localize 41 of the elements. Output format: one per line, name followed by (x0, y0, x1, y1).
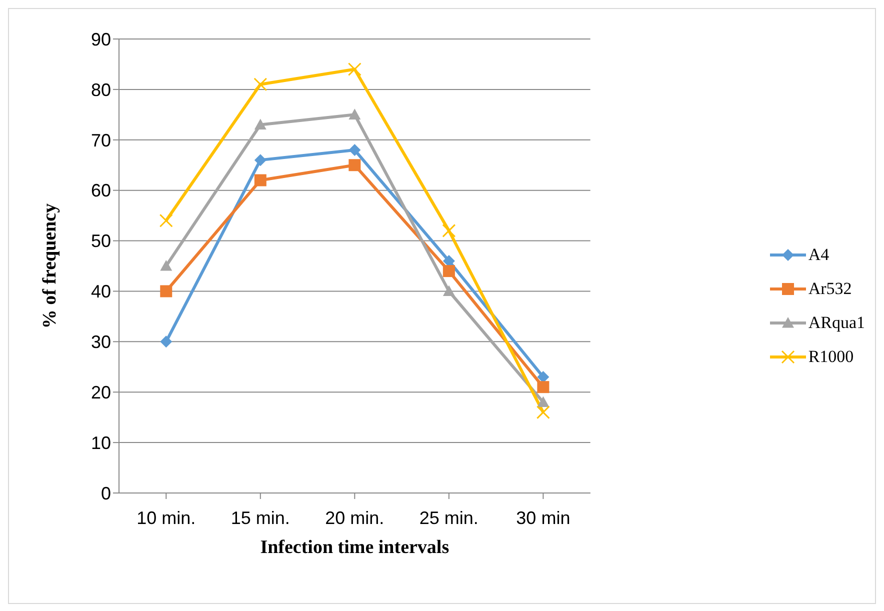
point (159, 214, 173, 228)
y-tick-label: 70 (90, 130, 111, 150)
y-tick-label: 90 (90, 29, 111, 50)
point (537, 396, 550, 407)
point (537, 370, 550, 383)
point (160, 336, 172, 348)
y-tick-label: 0 (100, 483, 111, 504)
point (442, 224, 456, 238)
y-tick-label: 50 (90, 231, 111, 252)
y-tick-label: 80 (90, 80, 111, 100)
point (160, 285, 172, 298)
point (442, 265, 455, 278)
point (254, 78, 268, 92)
x-axis-title: Infection time intervals (260, 537, 450, 558)
y-tick-label: 60 (90, 180, 111, 201)
point (160, 260, 172, 271)
point (348, 62, 362, 76)
legend-label: R1000 (808, 347, 854, 367)
point (254, 154, 266, 166)
y-tick-label: 30 (90, 332, 111, 352)
point (536, 406, 550, 420)
point (442, 254, 455, 267)
x-tick-label: 20 min. (325, 508, 384, 528)
point (348, 159, 361, 172)
x-tick-label: 10 min. (136, 508, 196, 528)
legend-label: A4 (808, 245, 830, 265)
x-tick-label: 15 min. (230, 508, 290, 528)
point (537, 381, 550, 394)
point (254, 118, 266, 130)
y-axis-title: % of frequency (40, 202, 61, 329)
legend-label: Ar532 (808, 279, 852, 299)
x-tick-label: 25 min. (419, 508, 478, 528)
point (348, 108, 361, 120)
y-tick-label: 10 (90, 432, 111, 453)
x-tick-label: 30 min (516, 508, 570, 528)
y-tick-label: 20 (90, 382, 111, 402)
point (348, 144, 361, 156)
y-tick-label: 40 (90, 282, 111, 302)
point (442, 285, 455, 296)
point (254, 174, 266, 186)
legend-label: ARqua1 (808, 313, 865, 333)
